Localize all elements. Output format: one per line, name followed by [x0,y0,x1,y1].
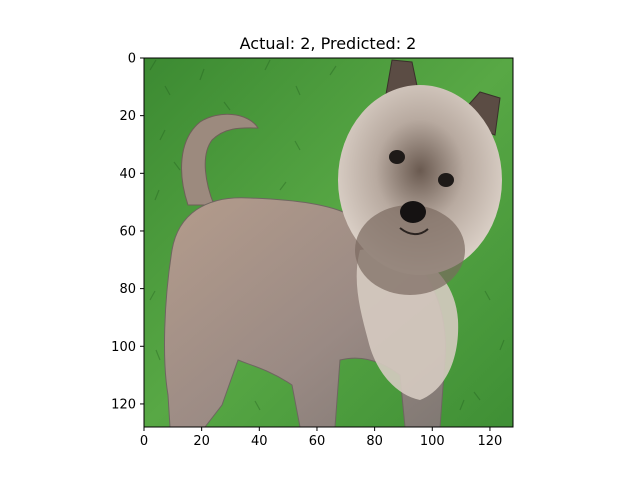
chart-title: Actual: 2, Predicted: 2 [240,34,417,53]
image-frame [143,57,514,428]
y-axis: 0 20 40 60 80 100 120 [111,52,144,412]
x-tick-label: 0 [140,434,148,449]
dog-beard [355,205,465,295]
dog-image [144,58,513,427]
dog-mouth [399,227,429,236]
y-tick-label: 20 [119,109,136,124]
dog-tail [181,113,259,206]
y-tick-label: 80 [119,282,136,297]
x-tick-label: 100 [420,434,445,449]
y-tick-label: 60 [119,224,136,239]
y-tick-label: 40 [119,167,136,182]
x-tick-label: 120 [478,434,503,449]
x-tick-label: 20 [193,434,210,449]
x-tick-label: 80 [366,434,383,449]
y-tick-label: 100 [111,340,136,355]
x-tick-label: 60 [309,434,326,449]
x-tick-label: 40 [251,434,268,449]
y-tick-label: 120 [111,397,136,412]
dog-eye-left [389,150,405,164]
x-axis: 0 20 40 60 80 100 120 [140,427,502,449]
y-tick-label: 0 [128,52,136,67]
dog-nose [400,201,426,223]
dog-eye-right [438,173,454,187]
